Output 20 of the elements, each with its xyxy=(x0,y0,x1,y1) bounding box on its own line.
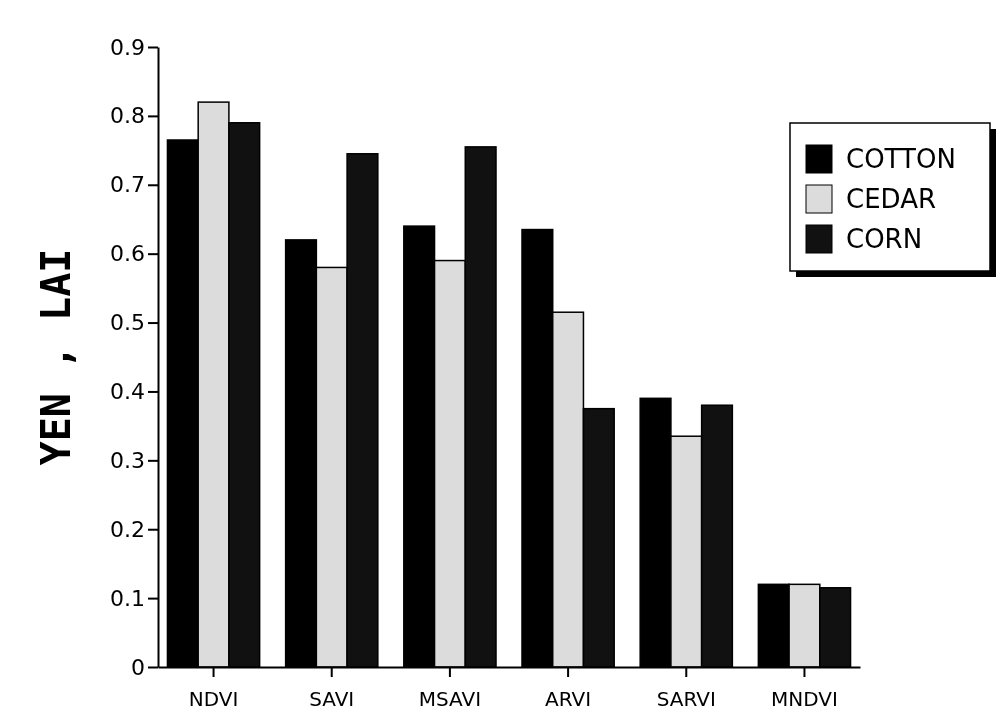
y-tick-label: 0.8 xyxy=(110,103,145,129)
y-tick-label: 0.6 xyxy=(110,241,145,267)
x-tick-label: ARVI xyxy=(545,687,592,711)
y-tick-label: 0.2 xyxy=(110,516,145,542)
x-tick-label: MNDVI xyxy=(771,687,838,711)
y-tick-label: 0.9 xyxy=(110,34,145,60)
legend-label: CORN xyxy=(846,224,923,254)
y-tick-label: 0.3 xyxy=(110,447,145,473)
x-tick-label: SARVI xyxy=(656,687,716,711)
x-tick-label: NDVI xyxy=(188,687,239,711)
y-tick-label: 0.7 xyxy=(110,172,145,198)
legend-label: COTTON xyxy=(846,144,956,174)
legend-label: CEDAR xyxy=(846,184,936,214)
y-tick-label: 0.5 xyxy=(110,310,145,336)
x-tick-label: MSAVI xyxy=(418,687,482,711)
y-tick-label: 0 xyxy=(131,654,145,680)
x-tick-label: SAVI xyxy=(309,687,355,711)
y-tick-label: 0.1 xyxy=(110,585,145,611)
y-tick-label: 0.4 xyxy=(110,378,145,404)
y-axis-title: YEN , LAI xyxy=(33,248,79,466)
